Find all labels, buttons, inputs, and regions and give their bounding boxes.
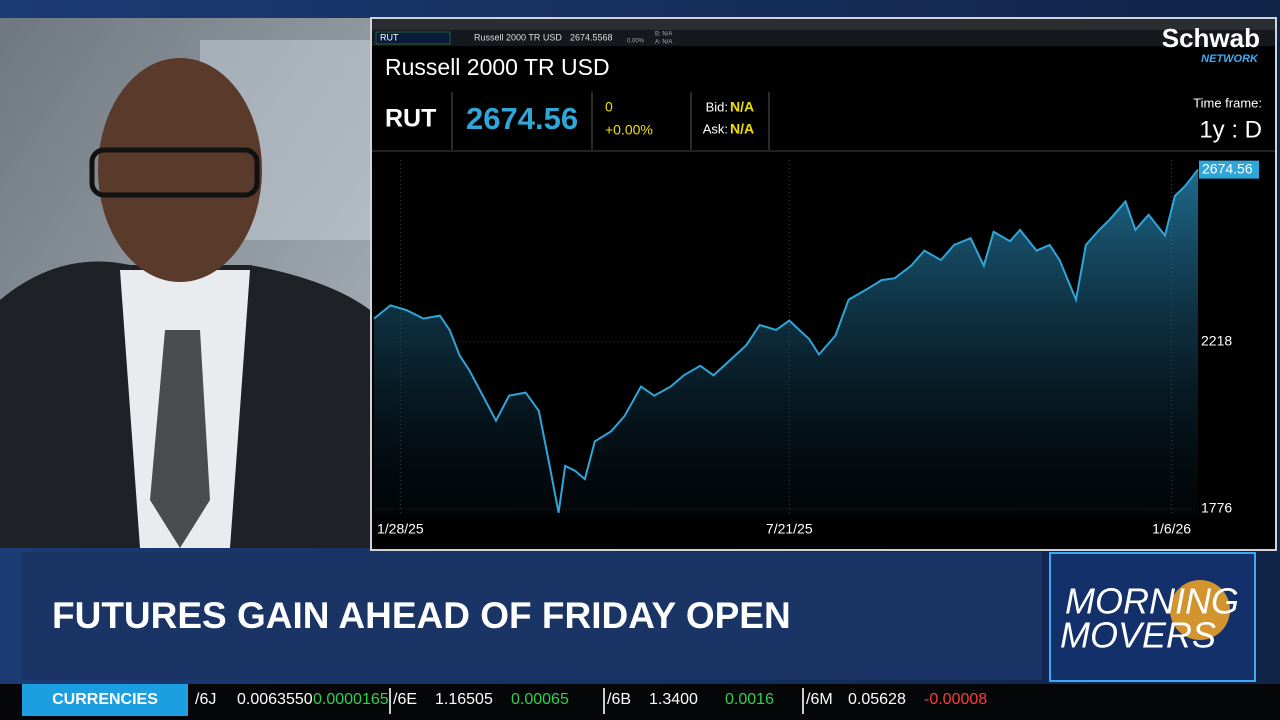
price-line [373, 168, 1199, 513]
ask-label: Ask: [703, 121, 728, 136]
headline: FUTURES GAIN AHEAD OF FRIDAY OPEN [52, 595, 791, 636]
last-price-box [1199, 160, 1259, 179]
brand-name: Schwab [1162, 23, 1260, 53]
bid: N/A [730, 99, 754, 115]
ticker-symbol: /6M [806, 691, 833, 708]
ticker-bar [0, 684, 1280, 720]
ticker-price: 1.16505 [435, 691, 493, 708]
timeframe-label: Time frame: [1193, 95, 1262, 110]
quote-symbol: RUT [385, 105, 436, 133]
symbol-box [375, 31, 451, 45]
show-line2: MOVERS [1060, 615, 1216, 656]
toolbar-pct: 0.00% [627, 39, 645, 45]
glasses [89, 147, 260, 198]
quote-price: 2674.56 [466, 101, 578, 136]
timeframe: 1y : D [1199, 116, 1262, 143]
head [98, 58, 262, 282]
quote-pct: +0.00% [605, 122, 653, 138]
x-tick-label: 1/28/25 [377, 521, 424, 537]
area-fill [374, 169, 1198, 515]
tie [150, 330, 210, 548]
toolbar-ask: A: N/A [655, 40, 672, 46]
ask: N/A [730, 121, 754, 137]
ticker-change: 0.0000165 [313, 691, 389, 708]
ticker-price: 0.0063550 [237, 691, 313, 708]
x-tick-label: 1/6/26 [1152, 521, 1191, 537]
quote-change: 0 [605, 99, 613, 115]
ticker-symbol: /6E [393, 691, 417, 708]
toolbar-symbol: RUT [380, 32, 399, 42]
sun [1170, 580, 1230, 640]
toolbar-name: Russell 2000 TR USD [474, 32, 562, 42]
ticker-label-box [22, 684, 188, 716]
ticker-symbol: /6B [607, 691, 631, 708]
plot: 1/28/25 7/21/25 1/6/26 1776 2218 2674.56 [373, 160, 1259, 537]
ticker-items: /6J 0.0063550 0.0000165/6E 1.16505 0.00065/6… [195, 688, 987, 714]
ticker-price: 0.05628 [848, 691, 906, 708]
x-tick-label: 7/21/25 [766, 521, 813, 537]
toolbar [372, 30, 1275, 46]
ticker-change: 0.0016 [725, 691, 774, 708]
chart-title: Russell 2000 TR USD [385, 54, 610, 80]
ticker-symbol: /6J [195, 691, 216, 708]
brand-sub: NETWORK [1201, 53, 1259, 65]
bid-label: Bid: [706, 99, 728, 114]
ticker-change: 0.00065 [511, 691, 569, 708]
ticker-change: -0.00008 [924, 691, 987, 708]
toolbar-last: 2674.5568 [570, 32, 613, 42]
lower-third [22, 552, 1042, 680]
ticker-price: 1.3400 [649, 691, 698, 708]
y-tick-label: 1776 [1201, 500, 1232, 516]
y-tick-label: 2218 [1201, 333, 1232, 349]
show-line1: MORNING [1065, 581, 1239, 622]
toolbar-bid: B: N/A [655, 32, 672, 38]
ticker-label: CURRENCIES [52, 691, 158, 708]
last-price-label: 2674.56 [1202, 160, 1253, 176]
title-bar [372, 19, 1275, 30]
